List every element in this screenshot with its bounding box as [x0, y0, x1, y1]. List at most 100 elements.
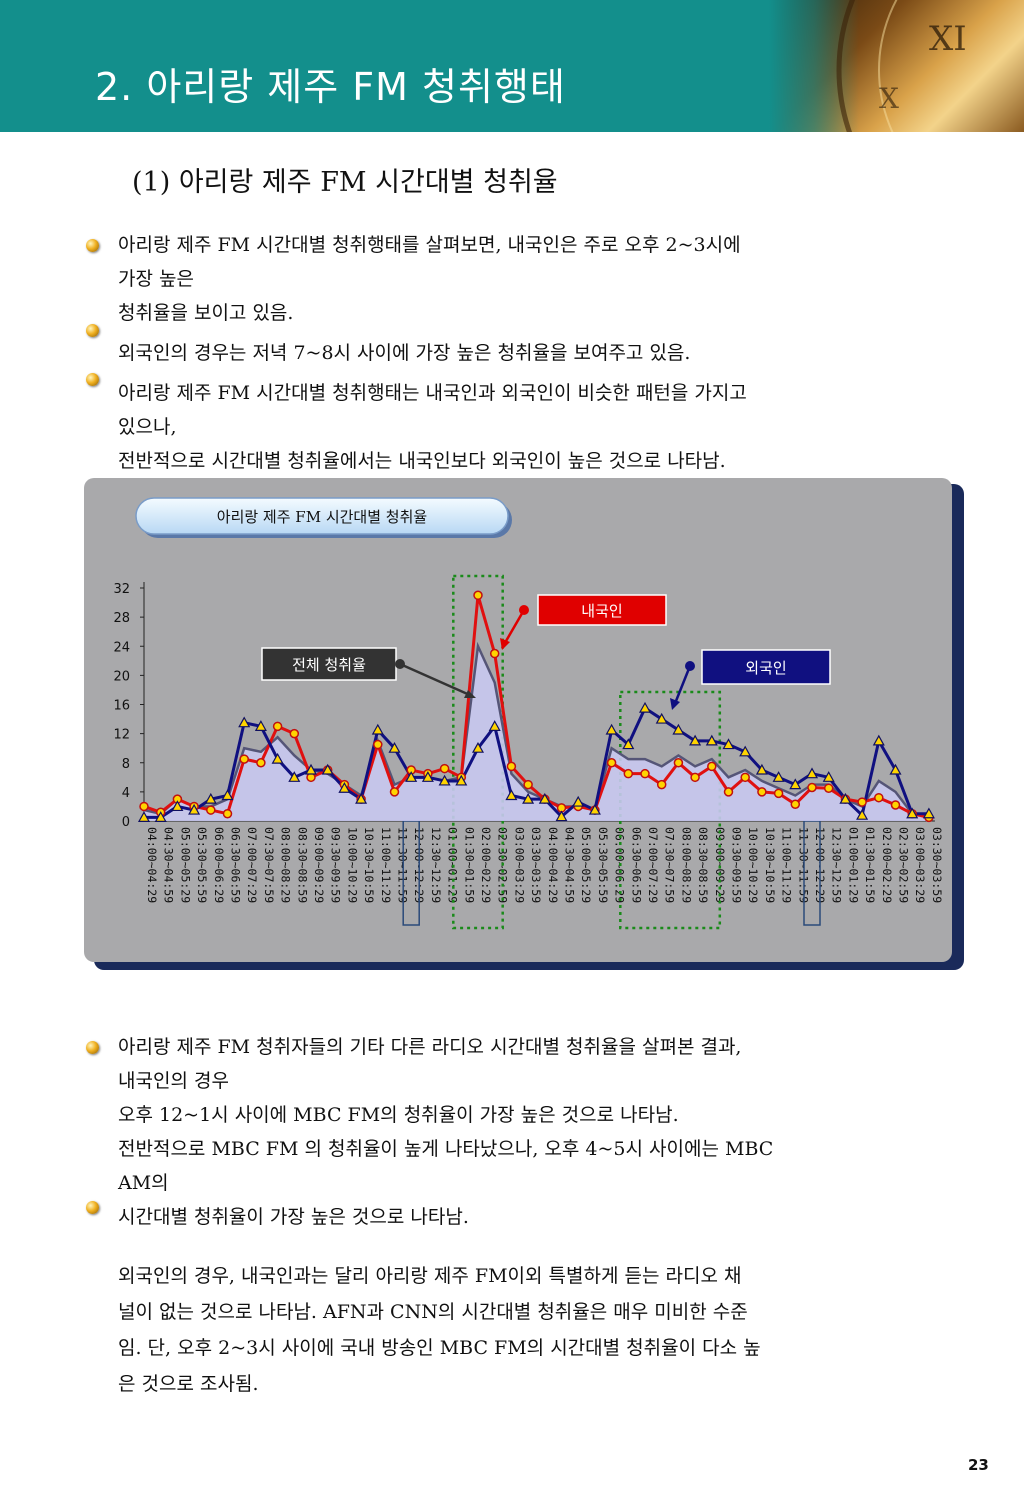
- x-tick-label: 10:00~10:29: [746, 827, 760, 903]
- foreign-point: [321, 763, 334, 775]
- page-title: 2. 아리랑 제주 FM 청취행태: [95, 65, 566, 109]
- foreign-point: [805, 767, 819, 779]
- text-line: 시간대별 청취율이 가장 높은 것으로 나타남.: [118, 1206, 469, 1228]
- chart-panel: [84, 478, 952, 962]
- x-tick-label: 05:00~05:29: [579, 827, 593, 903]
- foreign-label-box: [701, 649, 831, 685]
- text-line: 있으나,: [118, 416, 177, 438]
- foreign-point: [789, 778, 802, 790]
- domestic-point: [489, 648, 500, 659]
- foreign-point: [505, 789, 518, 801]
- text-line: 오후 12~1시 사이에 MBC FM의 청취율이 가장 높은 것으로 나타남.: [118, 1104, 679, 1126]
- text-line: 외국인의 경우, 내국인과는 달리 아리랑 제주 FM이외 특별하게 듣는 라디…: [118, 1265, 742, 1287]
- domestic-point: [673, 758, 684, 768]
- bullet-icon: [86, 324, 99, 337]
- foreign-point: [605, 723, 618, 735]
- text-line: 외국인의 경우는 저녁 7~8시 사이에 가장 높은 청취율을 보여주고 있음.: [118, 342, 691, 364]
- page-header: XI X 2. 아리랑 제주 FM 청취행태: [0, 0, 1024, 132]
- x-tick-label: 01:30~01:59: [863, 827, 877, 903]
- x-tick-label: 09:30~09:59: [329, 827, 343, 903]
- domestic-point: [773, 788, 784, 799]
- x-tick-label: 07:30~07:59: [663, 827, 677, 903]
- domestic-point: [289, 728, 300, 739]
- x-tick-label: 06:30~06:59: [229, 827, 243, 903]
- total-callout-arrow: [464, 690, 476, 698]
- foreign-point: [522, 792, 535, 804]
- domestic-point: [790, 799, 801, 810]
- y-tick-label: 32: [113, 582, 130, 597]
- paragraph-2: 아리랑 제주 FM 청취자들의 기타 다른 라디오 시간대별 청취율을 살펴본 …: [118, 1030, 948, 1234]
- y-tick-label: 24: [113, 640, 130, 655]
- foreign-point: [188, 803, 201, 815]
- foreign-point: [254, 720, 267, 731]
- foreign-point: [338, 781, 351, 793]
- x-tick-label: 10:30~10:59: [763, 827, 777, 903]
- domestic-point: [707, 761, 717, 772]
- domestic-point: [239, 754, 249, 764]
- domestic-point: [373, 739, 383, 750]
- text-line: 임. 단, 오후 2~3시 사이에 국내 방송인 MBC FM의 시간대별 청취…: [118, 1337, 761, 1359]
- x-tick-label: 09:30~09:59: [730, 827, 744, 903]
- foreign-point: [355, 792, 368, 804]
- foreign-point: [722, 738, 735, 750]
- foreign-label: 외국인: [745, 659, 786, 677]
- chart-title: 아리랑 제주 FM 시간대별 청취율: [217, 508, 427, 526]
- bullet-icon: [86, 373, 99, 386]
- x-tick-label: 08:00~08:29: [279, 827, 293, 903]
- text-line: 가장 높은: [118, 268, 194, 290]
- x-tick-label: 01:30~01:59: [462, 827, 476, 903]
- domestic-point: [623, 768, 634, 779]
- text-line: 내국인의 경우: [118, 1070, 229, 1092]
- foreign-point: [572, 795, 585, 807]
- domestic-point: [640, 768, 650, 779]
- foreign-point: [772, 771, 785, 782]
- foreign-point: [689, 734, 702, 746]
- x-tick-label: 05:30~05:59: [195, 827, 209, 903]
- foreign-point: [421, 771, 434, 782]
- x-tick-label: 02:30~02:59: [897, 827, 911, 903]
- section-subtitle: (1) 아리랑 제주 FM 시간대별 청취율: [132, 167, 558, 198]
- x-tick-label: 08:30~08:59: [295, 827, 309, 903]
- y-tick-label: 8: [122, 757, 130, 772]
- x-tick-label: 03:00~03:29: [512, 827, 526, 903]
- foreign-point: [204, 792, 217, 804]
- x-tick-label: 04:00~04:29: [546, 827, 560, 903]
- domestic-point: [874, 792, 884, 803]
- domestic-point: [139, 801, 149, 812]
- paragraph-1: 아리랑 제주 FM 시간대별 청취행태를 살펴보면, 내국인은 주로 오후 2~…: [118, 228, 948, 478]
- x-tick-label: 10:00~10:29: [345, 827, 359, 903]
- foreign-point: [371, 723, 384, 735]
- x-tick-label: 03:00~03:29: [913, 827, 927, 903]
- foreign-point: [872, 734, 885, 746]
- domestic-point: [757, 787, 767, 797]
- chart-svg: 아리랑 제주 FM 시간대별 청취율 32 28 24 20 16 12 8 4 0 04:00~…: [84, 478, 964, 970]
- x-tick-label: 04:30~04:59: [162, 827, 176, 903]
- foreign-callout-dot: [685, 661, 695, 671]
- text-line: 아리랑 제주 FM 시간대별 청취행태는 내국인과 외국인이 비슷한 패턴을 가…: [118, 382, 747, 404]
- bullet-icon: [86, 239, 99, 252]
- text-line: AM의: [118, 1172, 169, 1194]
- clock-face-icon: XI X: [836, 0, 967, 132]
- foreign-point: [555, 810, 568, 822]
- domestic-point: [807, 782, 817, 793]
- x-tick-label: 05:00~05:29: [178, 827, 192, 903]
- foreign-point: [154, 811, 167, 822]
- foreign-point: [856, 808, 869, 820]
- listening-rate-chart: 아리랑 제주 FM 시간대별 청취율 32 28 24 20 16 12 8 4 0 04:00~…: [84, 478, 964, 970]
- foreign-point: [739, 745, 752, 757]
- foreign-point: [271, 752, 284, 764]
- x-tick-label: 02:00~02:29: [880, 827, 894, 903]
- x-tick-label: 03:30~03:59: [529, 827, 543, 903]
- domestic-point: [473, 590, 483, 601]
- total-callout-line: [399, 662, 473, 698]
- text-line: 널이 없는 것으로 나타남. AFN과 CNN의 시간대별 청취율은 매우 미비…: [118, 1301, 748, 1323]
- domestic-point: [723, 787, 734, 797]
- foreign-point: [705, 734, 718, 746]
- y-tick-label: 28: [113, 611, 130, 626]
- domestic-point: [823, 783, 834, 793]
- svg-text:XI: XI: [929, 19, 967, 59]
- x-tick-label: 05:30~05:59: [596, 827, 610, 903]
- foreign-point: [638, 701, 652, 713]
- foreign-point: [839, 792, 852, 804]
- foreign-point: [538, 792, 551, 804]
